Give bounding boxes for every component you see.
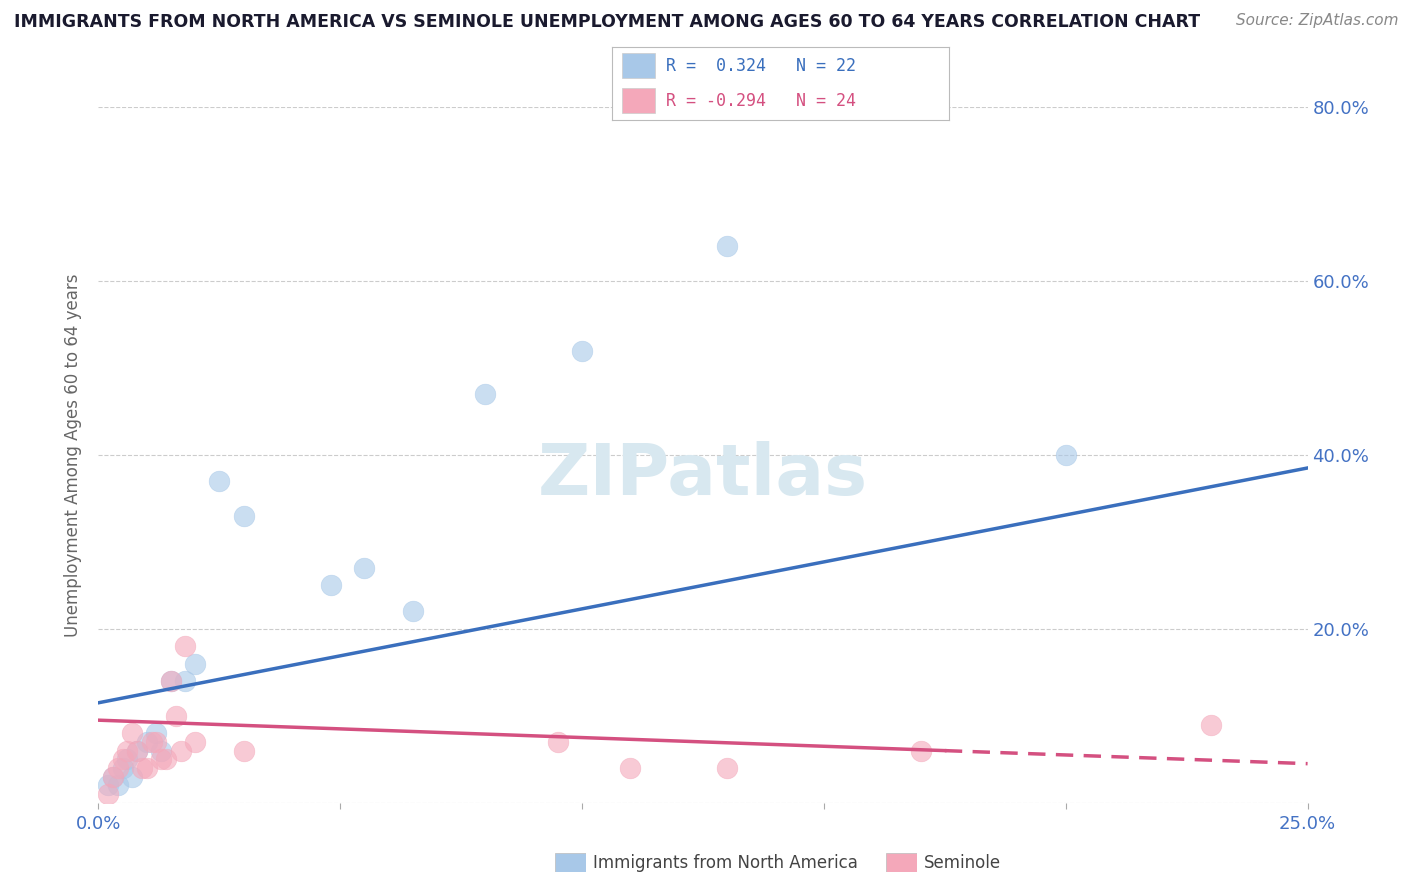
Point xyxy=(160,674,183,689)
Point xyxy=(1054,448,1077,462)
Text: R =  0.324   N = 22: R = 0.324 N = 22 xyxy=(665,56,856,75)
Point xyxy=(716,239,738,253)
Point xyxy=(353,561,375,575)
Point xyxy=(474,387,496,401)
Point xyxy=(150,744,173,758)
Point xyxy=(547,735,569,749)
Text: Source: ZipAtlas.com: Source: ZipAtlas.com xyxy=(1236,13,1399,29)
Point xyxy=(174,639,197,653)
Y-axis label: Unemployment Among Ages 60 to 64 years: Unemployment Among Ages 60 to 64 years xyxy=(65,273,83,637)
Point xyxy=(1199,717,1222,731)
Point xyxy=(101,770,124,784)
Point xyxy=(232,744,254,758)
Text: IMMIGRANTS FROM NORTH AMERICA VS SEMINOLE UNEMPLOYMENT AMONG AGES 60 TO 64 YEARS: IMMIGRANTS FROM NORTH AMERICA VS SEMINOL… xyxy=(14,13,1201,31)
Point xyxy=(117,752,139,766)
Point xyxy=(402,605,425,619)
Point xyxy=(107,761,129,775)
Point xyxy=(184,735,207,749)
Point xyxy=(135,735,157,749)
Point xyxy=(184,657,207,671)
Point xyxy=(319,578,342,592)
Point xyxy=(107,778,129,792)
Point xyxy=(165,708,187,723)
Text: ZIPatlas: ZIPatlas xyxy=(538,442,868,510)
FancyBboxPatch shape xyxy=(621,54,655,78)
Point xyxy=(111,752,134,766)
Point xyxy=(97,778,120,792)
Point xyxy=(208,474,231,488)
Point xyxy=(127,744,149,758)
Point xyxy=(117,744,139,758)
Point xyxy=(619,761,641,775)
Point xyxy=(121,770,143,784)
Text: R = -0.294   N = 24: R = -0.294 N = 24 xyxy=(665,92,856,110)
Point xyxy=(145,735,167,749)
Point xyxy=(232,508,254,523)
Point xyxy=(127,744,149,758)
Point xyxy=(174,674,197,689)
Point xyxy=(145,726,167,740)
Point xyxy=(160,674,183,689)
Point xyxy=(111,761,134,775)
Text: Immigrants from North America: Immigrants from North America xyxy=(593,854,858,871)
FancyBboxPatch shape xyxy=(621,88,655,113)
Point xyxy=(716,761,738,775)
Point xyxy=(150,752,173,766)
Point xyxy=(155,752,177,766)
Text: Seminole: Seminole xyxy=(924,854,1001,871)
Point xyxy=(101,770,124,784)
Point xyxy=(169,744,191,758)
Point xyxy=(135,761,157,775)
Point xyxy=(121,726,143,740)
Point xyxy=(141,735,163,749)
Point xyxy=(97,787,120,801)
Point xyxy=(571,343,593,358)
Point xyxy=(131,761,153,775)
Point xyxy=(910,744,932,758)
